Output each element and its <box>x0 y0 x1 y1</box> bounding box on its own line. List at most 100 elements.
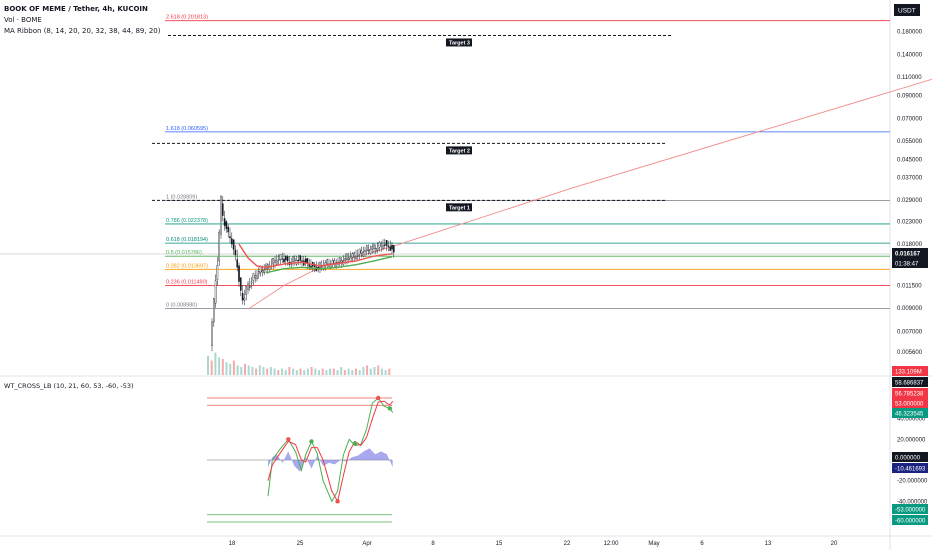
price-tick-label: 0.180000 <box>897 29 923 35</box>
ma-ribbon-fast <box>238 243 393 269</box>
wt-value-badge <box>892 388 928 398</box>
ma-ribbon-legend[interactable]: MA Ribbon (8, 14, 20, 20, 32, 38, 44, 89… <box>4 27 161 35</box>
volume-bar <box>325 370 328 375</box>
volume-bar <box>218 357 221 375</box>
candle-body <box>221 203 224 216</box>
candle-body <box>358 248 361 255</box>
candle-body <box>285 256 287 261</box>
candle-body <box>349 257 352 262</box>
candle-body <box>331 259 334 264</box>
candle-body <box>263 269 266 274</box>
candle-body <box>225 221 228 229</box>
wt-value-badge <box>892 377 928 387</box>
target-badge <box>446 203 472 212</box>
candle-body <box>385 240 388 246</box>
volume-bar <box>373 367 376 375</box>
wt-cross-dot <box>286 437 291 442</box>
candle-body <box>369 249 372 254</box>
candle-body <box>373 244 375 250</box>
candle-body <box>238 265 240 282</box>
candle-body <box>279 254 282 260</box>
wt-value-label: 53.000000 <box>895 402 924 408</box>
wt-value-badge <box>892 452 928 462</box>
volume-bar <box>221 359 224 375</box>
volume-bar <box>362 367 365 375</box>
candle-body <box>248 286 251 288</box>
price-tick-label: 0.090000 <box>897 93 923 99</box>
candle-body <box>234 249 237 256</box>
volume-bar <box>321 368 324 375</box>
candle-body <box>308 264 311 267</box>
candle-body <box>274 259 276 263</box>
candle-body <box>351 253 354 258</box>
wt-value-label: 46.323545 <box>895 412 924 418</box>
wt-tick-label: -20.000000 <box>897 479 928 485</box>
volume-bar <box>347 368 350 375</box>
fib-level-label: 0.382 (0.013697) <box>166 263 208 269</box>
volume-bar <box>306 368 309 375</box>
candle-body <box>333 260 336 264</box>
volume-bar <box>314 368 317 375</box>
volume-label: 133.109M <box>895 370 922 376</box>
wt-cross-dot <box>352 441 358 446</box>
wt-tick-label: 20.000000 <box>897 437 926 443</box>
candle-body <box>382 244 384 249</box>
candle-body <box>220 196 222 235</box>
wt-value-label: 0.000000 <box>895 456 921 462</box>
volume-legend[interactable]: Vol · BOME <box>4 16 42 24</box>
candle-body <box>294 258 296 262</box>
candle-body <box>256 275 258 279</box>
candle-body <box>393 245 395 253</box>
candle-body <box>348 257 350 260</box>
time-tick-label: 22 <box>564 541 571 547</box>
target-label: Target 2 <box>449 148 470 154</box>
volume-bar <box>214 352 217 375</box>
wt-cross-legend[interactable]: WT_CROSS_LB (10, 21, 60, 53, -60, -53) <box>4 382 134 390</box>
volume-bar <box>232 360 235 375</box>
wt-value-badge <box>892 515 928 525</box>
fib-level-label: 0 (0.008980) <box>166 302 197 308</box>
volume-bar <box>303 370 306 375</box>
candle-body <box>367 249 370 252</box>
volume-bar <box>384 370 387 375</box>
candle-body <box>326 259 329 265</box>
wt-tick-label: -40.000000 <box>897 499 928 505</box>
volume-bar <box>281 368 283 375</box>
volume-bar <box>329 368 332 375</box>
volume-bar <box>310 367 313 375</box>
last-price-label: 0.016167 <box>895 251 921 257</box>
candle-body <box>245 285 248 295</box>
target-label: Target 1 <box>449 205 470 211</box>
candle-body <box>380 243 383 247</box>
price-tick-label: 0.018000 <box>897 242 923 248</box>
candle-body <box>252 273 255 281</box>
wt-value-label: 58.686837 <box>895 381 924 387</box>
volume-bar <box>340 367 343 375</box>
wt-cross-dot <box>335 499 340 504</box>
fib-level-label: 1 (0.028809) <box>166 195 197 201</box>
candle-body <box>319 261 321 268</box>
candle-body <box>239 277 242 291</box>
volume-bar <box>266 368 269 375</box>
candle-body <box>378 242 381 248</box>
candle-body <box>355 255 357 260</box>
time-tick-label: 12:00 <box>603 541 619 547</box>
time-tick-label: 20 <box>831 541 838 547</box>
currency-badge <box>894 4 920 16</box>
candle-body <box>276 260 278 266</box>
candle-body <box>371 246 374 250</box>
candle-body <box>243 298 246 301</box>
candle-body <box>268 267 271 270</box>
wt2-line <box>267 400 394 503</box>
candle-body <box>339 257 341 263</box>
trend-line <box>247 78 932 310</box>
price-tick-label: 0.011500 <box>897 283 922 289</box>
symbol-title[interactable]: BOOK OF MEME / Tether, 4h, KUCOIN <box>4 5 148 13</box>
time-tick-label: 8 <box>431 541 435 547</box>
candle-body <box>250 281 253 284</box>
candle-body <box>216 265 219 280</box>
candle-body <box>364 250 366 252</box>
price-tick-label: 0.005600 <box>897 350 923 356</box>
